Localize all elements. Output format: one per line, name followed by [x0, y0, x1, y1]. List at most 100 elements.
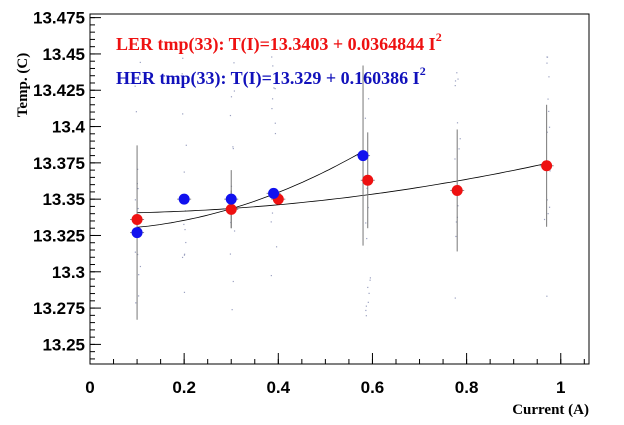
x-tick-label: 0.2: [172, 378, 196, 397]
fit-curve-ler: [137, 163, 547, 214]
noise-dot: [183, 291, 186, 293]
noise-dot: [137, 207, 139, 210]
noise-dot: [137, 168, 139, 170]
noise-dot: [181, 73, 183, 75]
noise-dot: [274, 88, 276, 90]
noise-dot: [369, 279, 371, 281]
y-tick-label: 13.25: [42, 335, 85, 354]
noise-dot: [546, 56, 548, 58]
noise-dot: [232, 146, 234, 148]
data-point-her: [357, 150, 369, 162]
noise-dot: [367, 301, 369, 303]
noise-dot: [232, 147, 234, 150]
noise-dot: [271, 98, 274, 100]
data-point-ler: [362, 174, 374, 186]
noise-dot: [543, 218, 546, 221]
error-bars: [130, 65, 554, 320]
noise-dot: [454, 85, 456, 87]
noise-dot: [183, 254, 186, 256]
noise-dot: [367, 98, 370, 100]
noise-dot: [454, 158, 456, 160]
noise-dot: [134, 199, 137, 201]
noise-dot: [185, 144, 187, 146]
x-tick-label: 0.8: [455, 378, 479, 397]
noise-dot: [135, 111, 137, 113]
noise-dot: [457, 78, 459, 80]
noise-dot: [546, 131, 548, 133]
noise-dot: [183, 171, 185, 173]
y-tick-label: 13.45: [42, 45, 85, 64]
noise-dot: [369, 277, 372, 279]
noise-dot: [547, 213, 549, 215]
noise-dot: [459, 138, 461, 140]
data-point-ler: [131, 213, 143, 225]
noise-dot: [271, 107, 273, 110]
noise-dot: [546, 199, 548, 201]
noise-dot: [182, 84, 184, 86]
noise-dot: [549, 170, 551, 172]
noise-dot: [274, 122, 276, 124]
noise-dot: [365, 222, 367, 224]
data-point-her: [178, 193, 190, 205]
noise-dot: [138, 295, 140, 297]
noise-dot: [366, 187, 368, 189]
noise-dot: [185, 241, 187, 244]
noise-dot: [365, 315, 367, 317]
noise-dot: [548, 206, 551, 208]
data-point-ler: [541, 160, 553, 172]
noise-dot: [456, 122, 459, 124]
noise-dot: [548, 76, 550, 78]
noise-dot: [271, 56, 273, 58]
legend-ler: LER tmp(33): T(I)=13.3403 + 0.0364844 I2: [116, 30, 442, 55]
noise-dot: [457, 205, 459, 207]
noise-dot: [182, 57, 184, 59]
fit-curves: [137, 150, 547, 228]
noise-dot: [139, 265, 142, 268]
noise-dot: [233, 90, 235, 92]
noise-dot: [229, 253, 232, 255]
legend-her: HER tmp(33): T(I)=13.329 + 0.160386 I2: [116, 64, 426, 89]
noise-dot: [134, 251, 136, 253]
noise-dot: [367, 286, 369, 289]
x-axis-title: Current (A): [512, 402, 589, 418]
noise-dot: [458, 148, 460, 150]
noise-dot: [548, 110, 550, 113]
noise-dot: [232, 280, 234, 283]
noise-dot: [456, 72, 458, 74]
noise-dot: [181, 256, 184, 259]
noise-dot: [233, 62, 235, 64]
data-point-ler: [451, 184, 463, 196]
noise-dot: [275, 246, 278, 248]
y-tick-label: 13.475: [33, 9, 85, 28]
noise-dot: [139, 61, 141, 64]
y-tick-label: 13.35: [42, 190, 85, 209]
x-tick-label: 0.6: [361, 378, 385, 397]
noise-dot: [231, 309, 233, 311]
noise-dot: [364, 117, 366, 119]
noise-dot: [274, 132, 277, 135]
noise-dot: [546, 295, 548, 297]
legend-ler-superscript: 2: [436, 30, 442, 44]
background-noise-markers: [134, 56, 551, 317]
noise-dot: [547, 98, 549, 100]
noise-dot: [233, 230, 236, 232]
noise-dot: [546, 62, 548, 64]
noise-dot: [365, 309, 367, 312]
noise-dot: [548, 126, 551, 128]
data-points: [131, 150, 553, 239]
noise-dot: [366, 237, 368, 240]
noise-dot: [183, 253, 186, 255]
noise-dot: [455, 221, 457, 223]
y-tick-label: 13.275: [33, 299, 85, 318]
noise-dot: [138, 274, 140, 276]
noise-dot: [183, 223, 185, 226]
x-tick-label: 1: [556, 378, 565, 397]
noise-dot: [184, 228, 186, 231]
noise-dot: [454, 80, 457, 82]
legend-ler-text: LER tmp(33): T(I)=13.3403 + 0.0364844 I: [116, 34, 436, 55]
legend-her-text: HER tmp(33): T(I)=13.329 + 0.160386 I: [116, 68, 420, 89]
noise-dot: [454, 297, 456, 299]
noise-dot: [271, 212, 274, 214]
noise-dot: [182, 113, 184, 115]
